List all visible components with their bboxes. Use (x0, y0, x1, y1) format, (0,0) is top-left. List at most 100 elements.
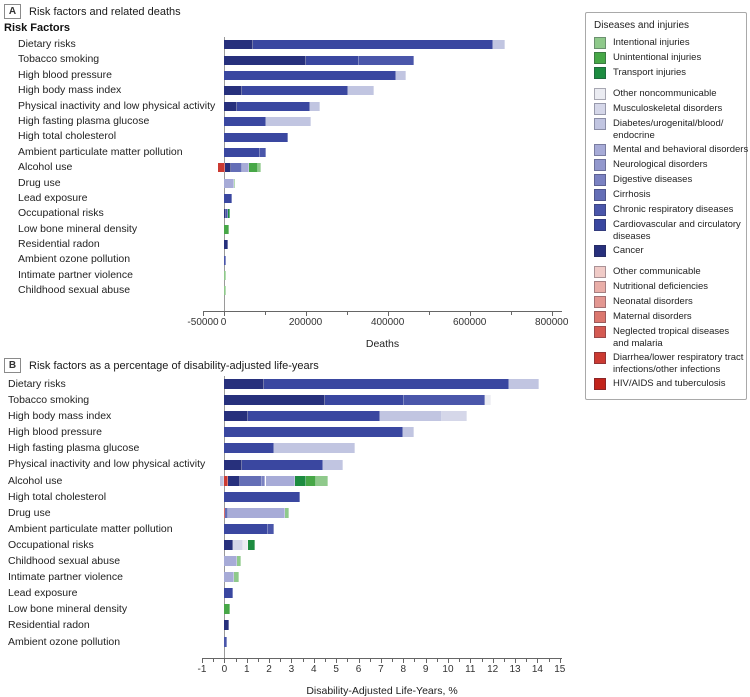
bar-track (202, 507, 562, 518)
axis-tick-label: 800000 (535, 316, 569, 328)
axis-tick-label: 0 (220, 316, 227, 328)
zero-axis-line (223, 37, 225, 311)
legend-item: Other noncommunicable (594, 88, 741, 100)
bar-segment-cardiovascular (224, 523, 268, 534)
row-label: Residential radon (8, 619, 90, 632)
bar-track (203, 178, 562, 188)
bar-segment-cardiovascular (263, 379, 509, 390)
bar-row: Tobacco smoking (0, 392, 750, 408)
axis-major-tick (358, 658, 360, 663)
bar-segment-chronic_respiratory (267, 523, 274, 534)
bar-segment-cancer (224, 163, 232, 173)
legend-label: Musculoskeletal disorders (613, 103, 723, 114)
bar-segment-cancer (223, 209, 226, 219)
legend-swatch-nutritional (594, 281, 606, 293)
bar-segment-mental (265, 475, 296, 486)
legend-label: Nutritional deficiencies (613, 281, 709, 292)
axis-minor-tick (526, 658, 528, 662)
legend-swatch-chronic_respiratory (594, 204, 606, 216)
bar-track (202, 588, 562, 599)
row-label: Lead exposure (18, 191, 88, 204)
bar-segment-cardiovascular (223, 70, 396, 80)
axis-minor-tick (414, 658, 416, 662)
axis-minor-tick (481, 658, 483, 662)
axis-minor-tick (235, 658, 237, 662)
bar-segment-mental (227, 507, 285, 518)
bar-row: Low bone mineral density (0, 601, 750, 617)
bar-segment-cancer (223, 240, 228, 250)
row-label: Residential radon (18, 238, 100, 251)
bar-segment-mental (241, 163, 249, 173)
bar-segment-mental (224, 556, 238, 567)
bar-segment-cardiovascular (223, 147, 261, 157)
bar-segment-cardiovascular (223, 194, 233, 204)
bar-segment-chronic_respiratory (223, 255, 227, 265)
bar-segment-cardiovascular (247, 411, 381, 422)
bar-row: Physical inactivity and low physical act… (0, 99, 750, 114)
legend-swatch-diabetes_urogenital (594, 118, 606, 130)
bar-segment-diabetes_urogenital (493, 40, 505, 50)
axis-minor-tick (392, 658, 394, 662)
legend-swatch-mental (594, 144, 606, 156)
bar-segment-chronic_respiratory (403, 395, 486, 406)
bar-segment-cancer (223, 101, 237, 111)
bar-segment-musculoskeletal (442, 411, 467, 422)
bar-segment-mental (224, 178, 234, 188)
bar-row: Intimate partner violence (0, 268, 750, 283)
axis-major-tick (313, 658, 315, 663)
bar-segment-cardiovascular (223, 117, 267, 127)
bar-track (203, 271, 562, 281)
row-label: Intimate partner violence (8, 571, 123, 584)
bar-row: High fasting plasma glucose (0, 440, 750, 456)
bar-segment-cancer (224, 379, 264, 390)
row-label: Intimate partner violence (18, 268, 133, 281)
axis-tick-label: 7 (378, 663, 384, 675)
bar-segment-chronic_respiratory (224, 636, 228, 647)
bar-segment-intentional (237, 556, 242, 567)
bar-track (203, 86, 562, 96)
legend-label: Neonatal disorders (613, 296, 693, 307)
row-label: Tobacco smoking (18, 53, 100, 66)
legend-label: Cirrhosis (613, 189, 651, 200)
bar-track (203, 70, 562, 80)
row-label: High total cholesterol (18, 130, 117, 143)
panel-b-title: Risk factors as a percentage of disabili… (29, 359, 319, 372)
panel-b-dalys: B Risk factors as a percentage of disabi… (0, 356, 750, 697)
bar-segment-cardiovascular (236, 101, 311, 111)
legend-swatch-neglected_tropical (594, 326, 606, 338)
legend-label: Neglected tropical diseases and malaria (613, 326, 730, 349)
row-label: Occupational risks (8, 538, 94, 551)
axis-tick-label: 200000 (288, 316, 323, 328)
panel-a-x-axis: -50000 0 200000 400000 600000 800000 (187, 310, 568, 338)
legend-group: Other noncommunicable Musculoskeletal dis… (594, 88, 748, 257)
panel-b-x-axis: -1 0 1 2 3 4 5 6 7 8 9 10 11 12 13 14 15 (198, 657, 565, 685)
bar-segment-cancer (224, 395, 326, 406)
axis-tick-label: 9 (422, 663, 429, 675)
row-label: Physical inactivity and low physical act… (18, 99, 216, 112)
row-label: Alcohol use (8, 474, 63, 487)
axis-tick-label: 6 (355, 663, 362, 675)
axis-minor-tick (428, 311, 430, 315)
bar-segment-cancer (224, 411, 248, 422)
panel-a-header: A Risk factors and related deaths (4, 4, 750, 19)
axis-major-tick (291, 658, 293, 663)
axis-major-tick (551, 311, 553, 316)
legend-swatch-unintentional (594, 52, 606, 64)
bar-track (202, 523, 562, 534)
axis-tick-label: 10 (442, 663, 454, 675)
legend-item: Cardiovascular and circulatory diseases (594, 219, 741, 242)
bar-segment-intentional (257, 163, 262, 173)
panel-a-x-axis-label: Deaths (365, 337, 400, 350)
legend-label: Cancer (613, 245, 644, 256)
axis-major-tick (515, 658, 517, 663)
legend-swatch-maternal (594, 311, 606, 323)
axis-major-tick (269, 658, 271, 663)
bar-track (203, 255, 562, 265)
bar-segment-mental (223, 286, 225, 296)
legend-label: Other noncommunicable (613, 88, 717, 99)
bar-row: High blood pressure (0, 424, 750, 440)
axis-minor-tick (257, 658, 259, 662)
bar-row: Ambient particulate matter pollution (0, 521, 750, 537)
legend-swatch-cancer (594, 245, 606, 257)
bar-row: Alcohol use (0, 473, 750, 489)
